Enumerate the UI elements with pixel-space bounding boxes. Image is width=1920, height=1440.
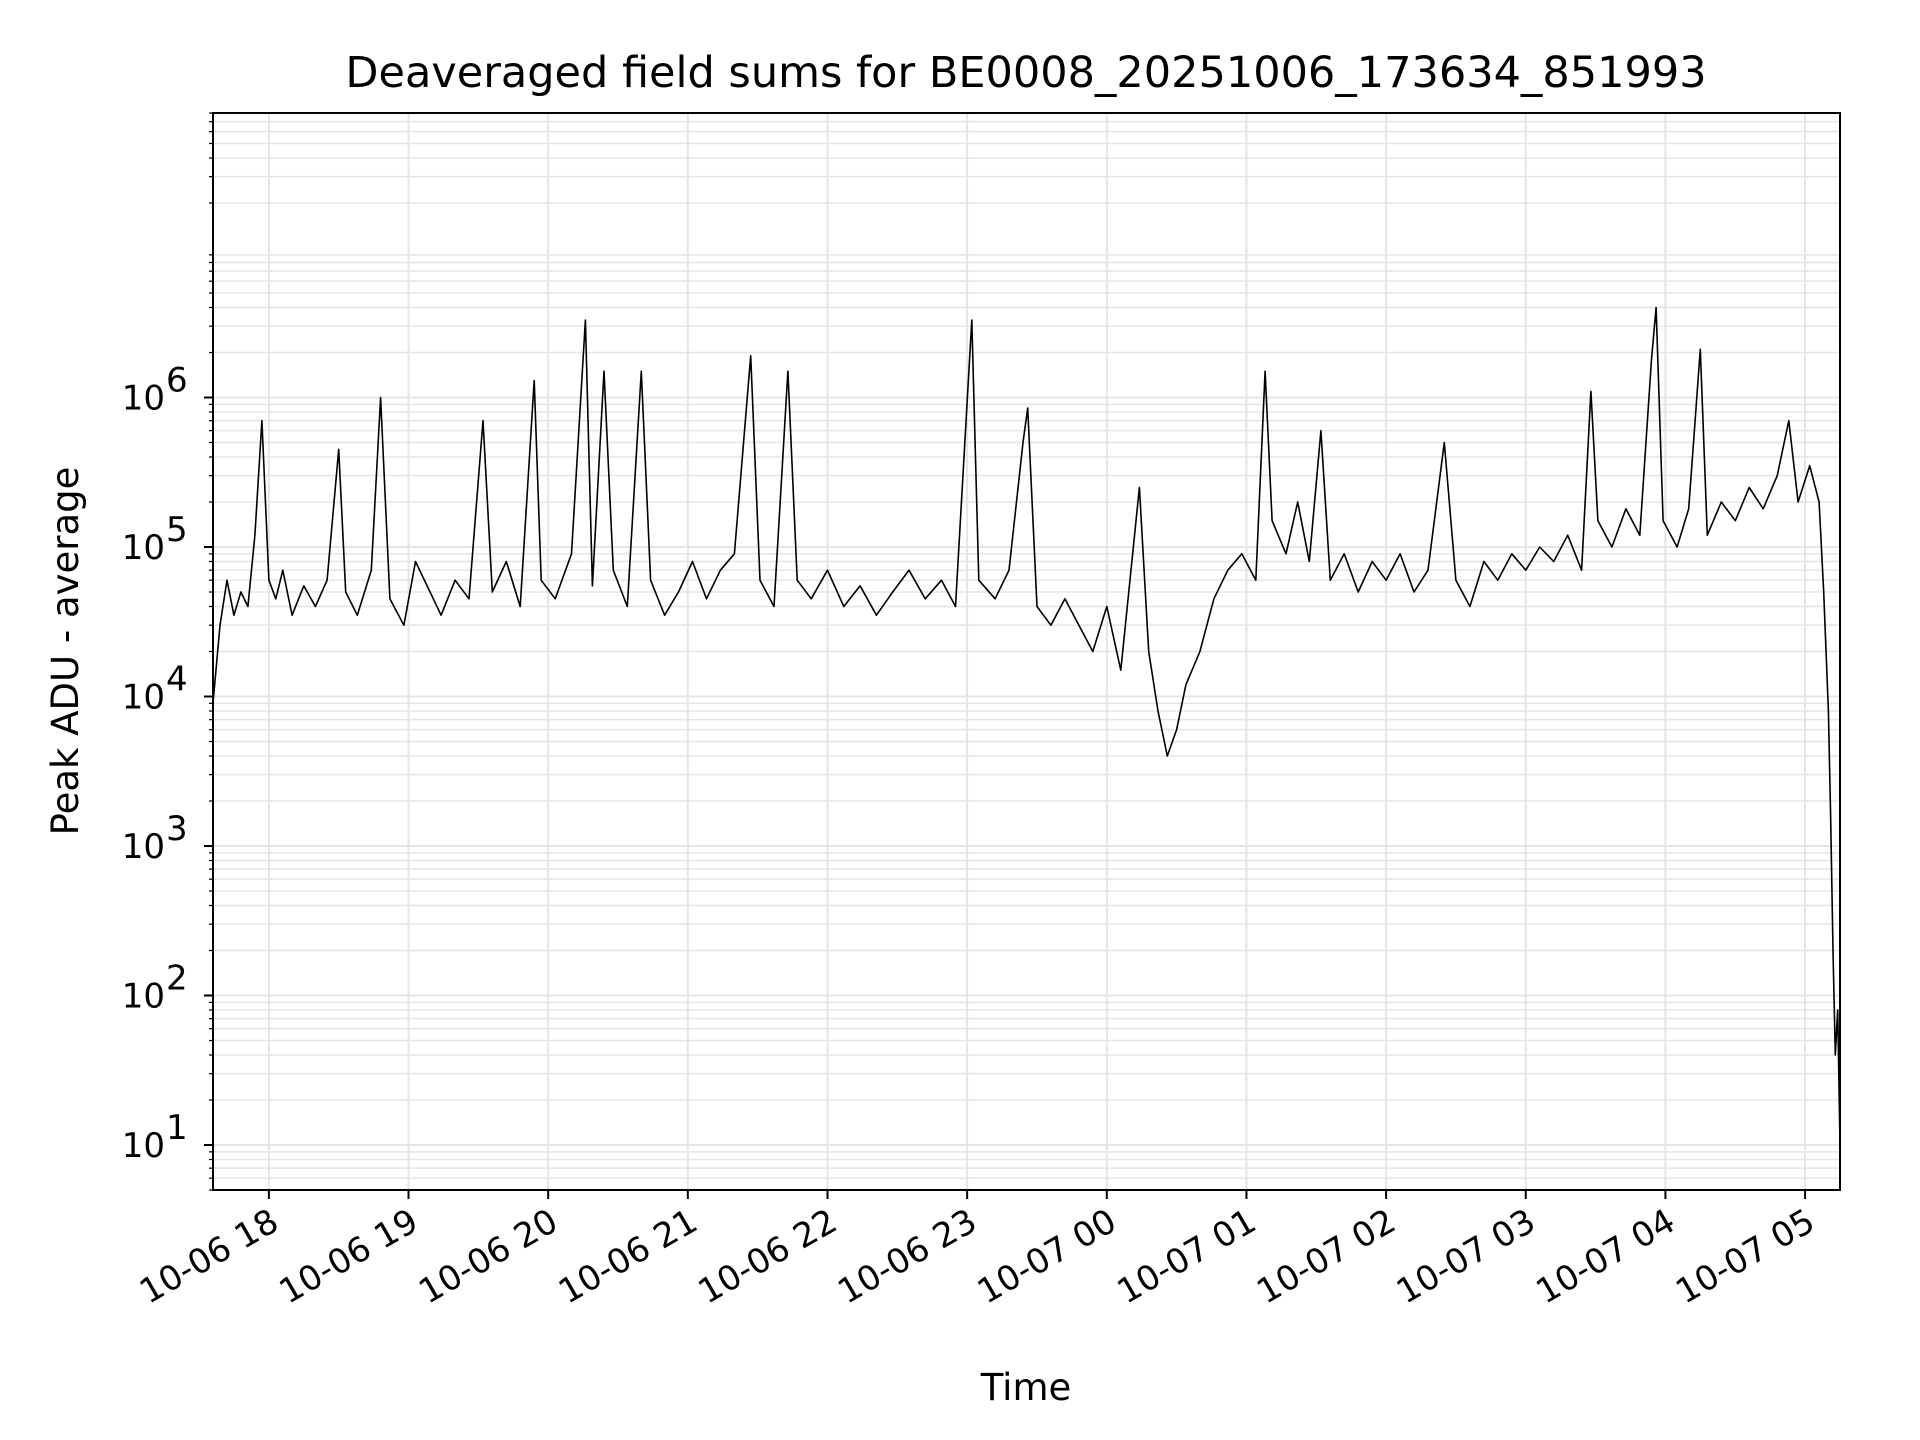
- y-axis-title: Peak ADU - average: [44, 467, 87, 836]
- y-tick-exponent: 1: [166, 1108, 188, 1148]
- y-tick-label: 10: [122, 678, 165, 718]
- series-layer: [212, 306, 1841, 1146]
- y-tick-label: 10: [122, 827, 165, 867]
- y-tick-label: 10: [122, 379, 165, 419]
- y-tick-exponent: 4: [166, 660, 188, 700]
- y-tick-exponent: 2: [166, 958, 188, 998]
- y-tick-label: 10: [122, 976, 165, 1016]
- series-line: [212, 306, 1841, 1146]
- grid: [213, 112, 1840, 1191]
- y-tick-exponent: 6: [166, 361, 188, 401]
- x-axis-title: Time: [980, 1366, 1072, 1409]
- y-tick-exponent: 3: [166, 809, 188, 849]
- chart-title: Deaveraged field sums for BE0008_2025100…: [345, 48, 1706, 98]
- y-tick-label: 10: [122, 528, 165, 568]
- y-tick-label: 10: [122, 1126, 165, 1166]
- y-tick-exponent: 5: [166, 510, 188, 550]
